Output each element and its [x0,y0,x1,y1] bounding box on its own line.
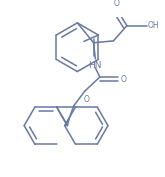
Text: OH: OH [148,21,159,30]
Text: O: O [114,0,120,8]
Text: HN: HN [89,61,102,70]
Text: O: O [121,75,127,84]
Text: O: O [83,95,89,104]
